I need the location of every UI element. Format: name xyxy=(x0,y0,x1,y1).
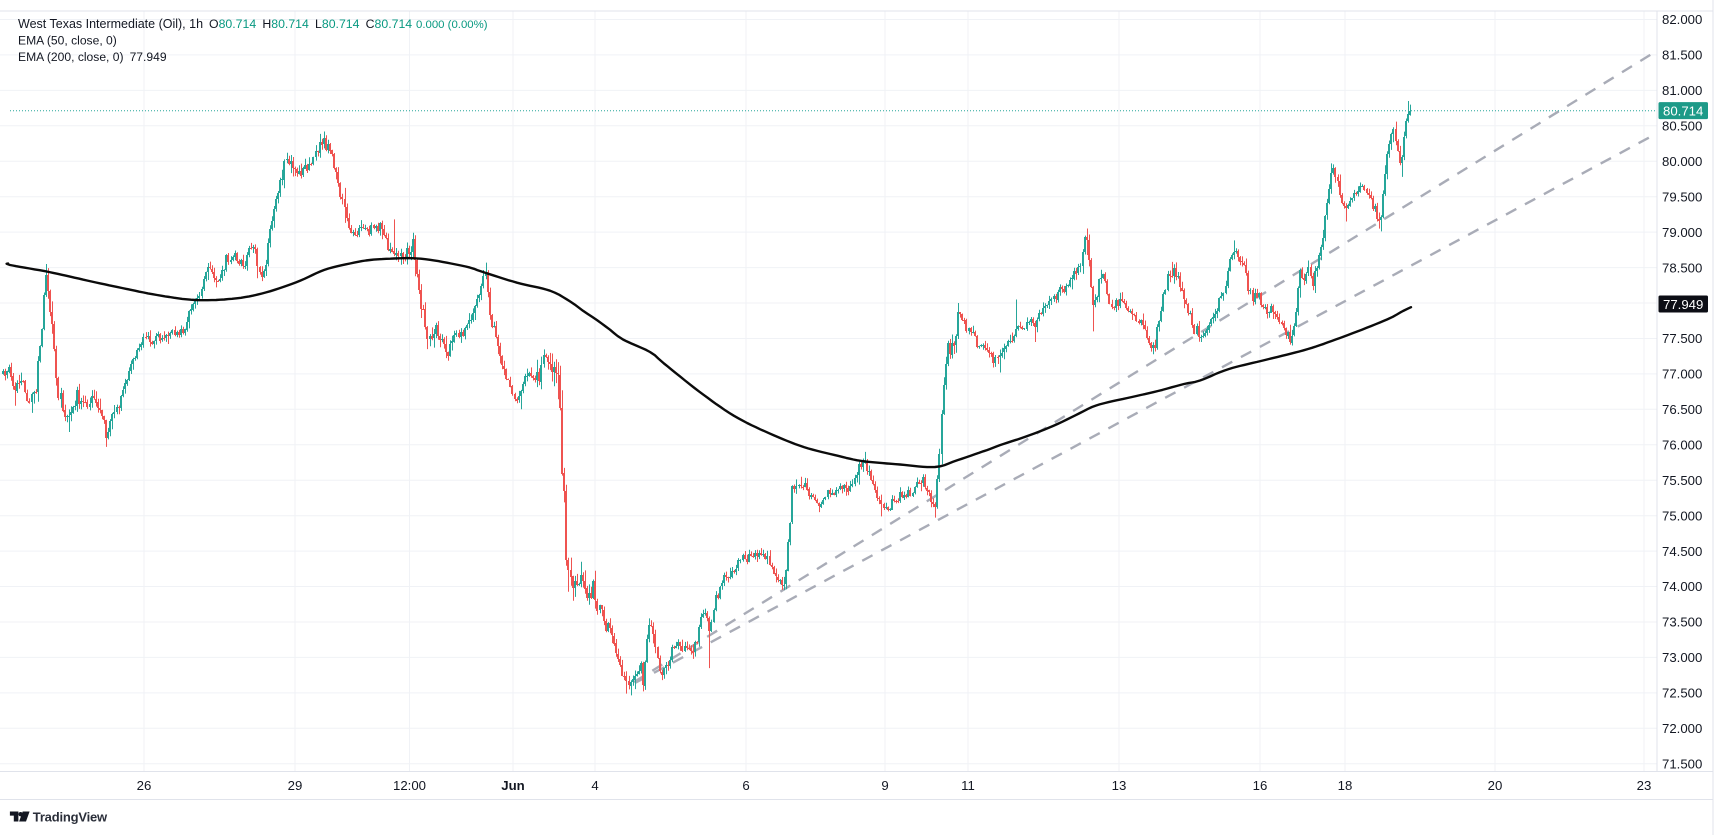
svg-text:18: 18 xyxy=(1338,778,1353,793)
svg-text:72.000: 72.000 xyxy=(1662,721,1702,736)
svg-text:77.949: 77.949 xyxy=(1663,297,1703,312)
svg-text:75.500: 75.500 xyxy=(1662,473,1702,488)
svg-text:23: 23 xyxy=(1637,778,1652,793)
svg-text:76.500: 76.500 xyxy=(1662,402,1702,417)
svg-text:9: 9 xyxy=(881,778,888,793)
svg-text:EMA (200, close, 0) 77.949: EMA (200, close, 0) 77.949 xyxy=(18,50,167,64)
svg-text:29: 29 xyxy=(288,778,303,793)
svg-text:West Texas Intermediate (Oil),: West Texas Intermediate (Oil), 1h xyxy=(18,17,203,31)
svg-text:O80.714 H80.714 L80.714 C80.71: O80.714 H80.714 L80.714 C80.714 xyxy=(209,17,412,31)
svg-text:0.000 (0.00%): 0.000 (0.00%) xyxy=(416,19,488,31)
svg-text:82.000: 82.000 xyxy=(1662,12,1702,27)
svg-text:Jun: Jun xyxy=(501,778,524,793)
svg-text:80.000: 80.000 xyxy=(1662,154,1702,169)
svg-text:73.000: 73.000 xyxy=(1662,650,1702,665)
svg-text:4: 4 xyxy=(591,778,598,793)
svg-text:80.714: 80.714 xyxy=(1663,103,1703,118)
svg-text:16: 16 xyxy=(1253,778,1268,793)
svg-text:20: 20 xyxy=(1488,778,1503,793)
svg-text:81.000: 81.000 xyxy=(1662,83,1702,98)
svg-text:74.500: 74.500 xyxy=(1662,544,1702,559)
svg-text:75.000: 75.000 xyxy=(1662,508,1702,523)
svg-text:80.500: 80.500 xyxy=(1662,119,1702,134)
svg-text:71.500: 71.500 xyxy=(1662,756,1702,771)
svg-text:72.500: 72.500 xyxy=(1662,686,1702,701)
svg-text:79.000: 79.000 xyxy=(1662,225,1702,240)
svg-text:77.500: 77.500 xyxy=(1662,331,1702,346)
svg-text:11: 11 xyxy=(961,778,975,793)
svg-text:77.000: 77.000 xyxy=(1662,367,1702,382)
svg-text:26: 26 xyxy=(137,778,152,793)
svg-text:78.500: 78.500 xyxy=(1662,260,1702,275)
svg-text:12:00: 12:00 xyxy=(393,778,426,793)
svg-text:6: 6 xyxy=(742,778,749,793)
svg-text:73.500: 73.500 xyxy=(1662,615,1702,630)
svg-text:EMA (50, close, 0): EMA (50, close, 0) xyxy=(18,34,117,48)
svg-text:TradingView: TradingView xyxy=(33,810,108,825)
svg-text:79.500: 79.500 xyxy=(1662,189,1702,204)
svg-text:76.000: 76.000 xyxy=(1662,438,1702,453)
svg-text:13: 13 xyxy=(1112,778,1127,793)
svg-text:74.000: 74.000 xyxy=(1662,579,1702,594)
svg-text:81.500: 81.500 xyxy=(1662,48,1702,63)
